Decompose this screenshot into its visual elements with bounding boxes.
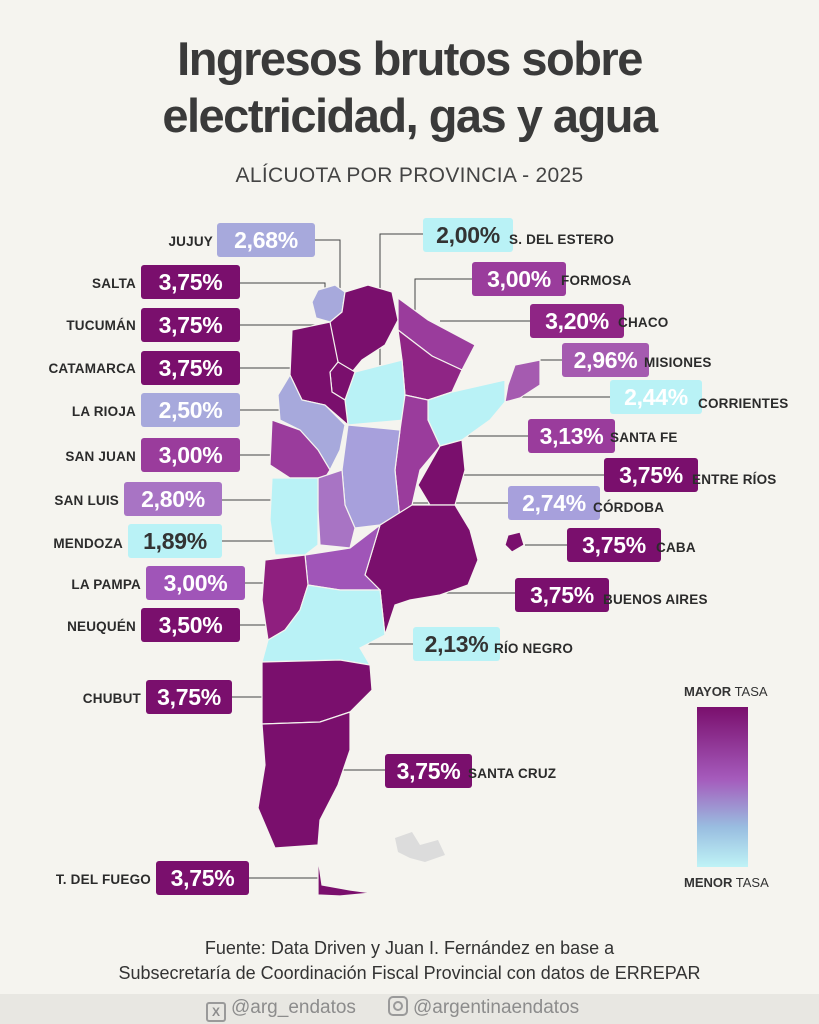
argentina-map [210,233,610,897]
label-san-luis: SAN LUIS [54,493,119,508]
rate-badge-corrientes: 2,44% [610,380,702,414]
rate-badge-santa-cruz: 3,75% [385,754,472,788]
label-catamarca: CATAMARCA [48,361,136,376]
province-salta [329,284,399,373]
rate-badge-salta: 3,75% [141,265,240,299]
legend-gradient-bar [697,707,748,867]
title-line-1: Ingresos brutos sobre [177,32,643,85]
label-misiones: MISIONES [644,355,712,370]
legend-max-bold: MAYOR [684,684,732,699]
footer-bar: X @arg_endatos @argentinaendatos [0,994,819,1024]
source-note: Fuente: Data Driven y Juan I. Fernández … [0,936,819,986]
rate-badge-catamarca: 3,75% [141,351,240,385]
rate-badge-entre-rios: 3,75% [604,458,698,492]
label-caba: CABA [656,540,696,555]
label-tierra-del-fuego: T. DEL FUEGO [55,872,151,887]
label-neuquen: NEUQUÉN [67,619,136,634]
legend-min-label: MENOR TASA [684,875,769,890]
rate-badge-san-juan: 3,00% [141,438,240,472]
twitter-handle-text: @arg_endatos [231,997,356,1018]
leader-misiones [539,359,562,370]
label-chubut: CHUBUT [82,691,141,706]
rate-badge-san-luis: 2,80% [124,482,222,516]
label-santa-fe: SANTA FE [610,430,678,445]
label-rio-negro: RÍO NEGRO [494,641,574,656]
instagram-logo-icon [388,996,408,1016]
rate-badge-misiones: 2,96% [562,343,649,377]
province-shapes [257,284,541,897]
label-jujuy: JUJUY [168,234,213,249]
province-san-juan [269,419,331,479]
legend-max-label: MAYOR TASA [684,684,768,699]
label-formosa: FORMOSA [561,273,632,288]
instagram-handle-text: @argentinaendatos [413,997,580,1018]
label-la-rioja: LA RIOJA [71,404,136,419]
label-entre-rios: ENTRE RÍOS [692,472,777,487]
rate-badge-tucuman: 3,75% [141,308,240,342]
label-santa-cruz: SANTA CRUZ [468,766,557,781]
province-santa-cruz [257,711,351,849]
province-rio-negro [261,584,386,666]
province-misiones [504,359,541,403]
rate-badge-tierra-del-fuego: 3,75% [156,861,249,895]
label-corrientes: CORRIENTES [698,396,789,411]
rate-badge-chubut: 3,75% [146,680,232,714]
label-mendoza: MENDOZA [53,536,123,551]
rate-badge-formosa: 3,00% [472,262,566,296]
province-tierra-del-fuego [317,857,373,897]
rate-badge-rio-negro: 2,13% [413,627,500,661]
rate-badge-caba: 3,75% [567,528,661,562]
legend-max-rest: TASA [731,684,768,699]
label-san-juan: SAN JUAN [65,449,136,464]
label-chaco: CHACO [618,315,669,330]
page-title: Ingresos brutos sobre electricidad, gas … [0,30,819,144]
rate-badge-santiago-del-estero: 2,00% [423,218,513,252]
rate-badge-cordoba: 2,74% [508,486,600,520]
label-tucuman: TUCUMÁN [66,318,136,333]
malvinas-islands [395,832,445,862]
rate-badge-chaco: 3,20% [530,304,624,338]
rate-badge-buenos-aires: 3,75% [515,578,609,612]
label-cordoba: CÓRDOBA [593,500,665,515]
label-santiago-del-estero: S. DEL ESTERO [509,232,615,247]
province-caba [504,531,525,553]
page-subtitle: ALÍCUOTA POR PROVINCIA - 2025 [235,164,584,187]
rate-badge-la-rioja: 2,50% [141,393,240,427]
x-logo-icon: X [206,1002,226,1022]
rate-badge-neuquen: 3,50% [141,608,240,642]
province-chubut [261,659,373,725]
province-cordoba [341,424,401,529]
instagram-handle[interactable]: @argentinaendatos [388,994,579,1024]
leader-salta [228,282,326,300]
rate-badge-mendoza: 1,89% [128,524,222,558]
rate-badge-jujuy: 2,68% [217,223,315,257]
title-line-2: electricidad, gas y agua [162,89,658,142]
source-line-1: Fuente: Data Driven y Juan I. Fernández … [204,938,615,958]
label-buenos-aires: BUENOS AIRES [603,592,708,607]
source-line-2: Subsecretaría de Coordinación Fiscal Pro… [118,963,701,983]
twitter-handle[interactable]: X @arg_endatos [206,994,356,1024]
label-salta: SALTA [92,276,136,291]
rate-badge-santa-fe: 3,13% [528,419,615,453]
legend-min-bold: MENOR [684,875,733,890]
province-mendoza [269,477,319,556]
legend-min-rest: TASA [732,875,769,890]
label-la-pampa: LA PAMPA [71,577,141,592]
rate-badge-la-pampa: 3,00% [146,566,245,600]
